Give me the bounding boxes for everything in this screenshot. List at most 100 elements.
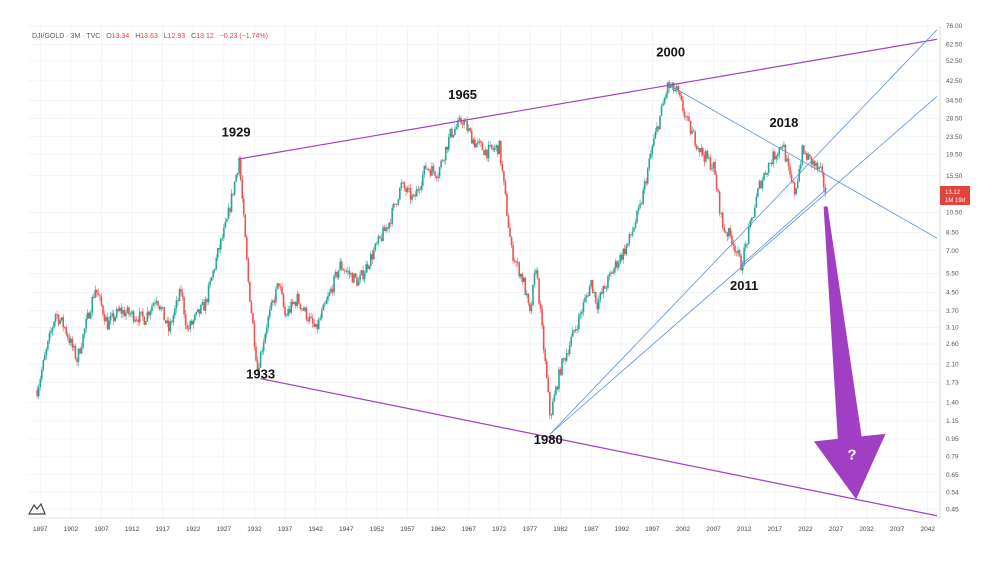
candle-body [454,129,456,135]
candle-body [163,307,165,321]
candle-body [221,237,224,239]
candle-body [428,168,430,171]
candle-body [597,299,600,310]
y-tick-label: 23.50 [946,134,963,141]
candle-body [47,341,49,350]
candle-body [695,145,698,150]
candle-body [431,165,433,176]
candle-body [452,134,455,138]
candle-body [336,272,338,278]
y-tick-label: 0.45 [946,506,959,513]
tradingview-logo-icon[interactable] [27,502,46,515]
candle-body [161,307,164,308]
x-tick-label: 2022 [798,526,813,533]
candle-body [305,307,308,320]
candle-body [420,185,423,190]
candle-body [204,299,207,311]
candle-body [415,189,418,197]
candle-body [617,263,620,268]
candle-body [605,287,608,289]
candle-body [50,331,52,334]
candle-body [799,164,802,169]
candle-body [440,160,442,168]
x-tick-label: 1987 [584,526,599,533]
candle-body [250,301,253,314]
candle-body [57,314,60,324]
candle-body [571,330,574,337]
candle-body [662,103,664,106]
candle-body [385,227,387,232]
candle-body [276,283,279,289]
y-tick-label: 5.50 [946,271,959,278]
candle-body [201,302,204,305]
candle-body [708,157,710,159]
candle-body [492,148,494,150]
candle-body [561,358,563,375]
candle-body [103,314,106,322]
candle-body [117,309,120,311]
candle-body [152,303,155,306]
candle-body [122,309,124,314]
candle-body [757,188,759,197]
candle-body [232,193,234,195]
candle-body [585,295,588,298]
candle-body [665,94,667,98]
x-tick-label: 1997 [645,526,660,533]
candle-body [311,317,314,324]
candle-body [278,283,280,287]
high-value: 13.63 [140,33,158,40]
candle-body [752,216,755,219]
candle-body [582,302,585,312]
candle-body [183,297,185,315]
candle-body [374,243,377,251]
candle-body [357,280,360,286]
candle-body [112,313,115,321]
candle-body [627,243,629,246]
candle-body [486,149,488,159]
candle-body [406,187,409,193]
candle-body [154,302,156,304]
candle-body [345,270,348,272]
candle-body [184,314,187,326]
candle-body [697,148,700,150]
candle-body [444,146,447,161]
candle-body [747,226,750,244]
candle-body [702,147,704,156]
candle-body [738,250,741,256]
candle-body [786,158,788,162]
candle-body [723,227,726,232]
candle-body [821,166,823,173]
candle-body [412,194,415,196]
candle-body [472,139,475,144]
candle-body [37,387,40,397]
candle-body [220,238,222,250]
annotation-1933: 1933 [246,367,275,382]
y-tick-label: 10.50 [946,210,963,217]
candle-body [377,236,380,244]
candle-body [275,288,277,303]
candle-body [322,304,325,311]
price-badge-background [940,186,970,205]
candle-body [140,311,143,313]
candle-body [227,208,230,220]
candle-body [99,295,101,297]
candle-body [796,181,799,189]
candle-body [174,308,176,316]
candle-body [812,160,814,165]
candle-body [637,207,640,211]
annotations: 1929 1933 1965 1980 2000 2011 2018 [222,44,799,446]
candle-body [552,401,554,415]
candle-body [293,302,296,304]
candle-body [564,358,566,361]
y-tick-label: 3.70 [946,308,959,315]
candle-body [94,289,97,298]
x-tick-label: 1962 [431,526,446,533]
candle-body [97,292,100,296]
candle-body [581,311,583,314]
x-tick-label: 1982 [553,526,568,533]
candle-body [320,310,323,319]
candle-body [145,321,147,325]
candle-body [764,173,767,175]
candle-body [625,245,628,255]
